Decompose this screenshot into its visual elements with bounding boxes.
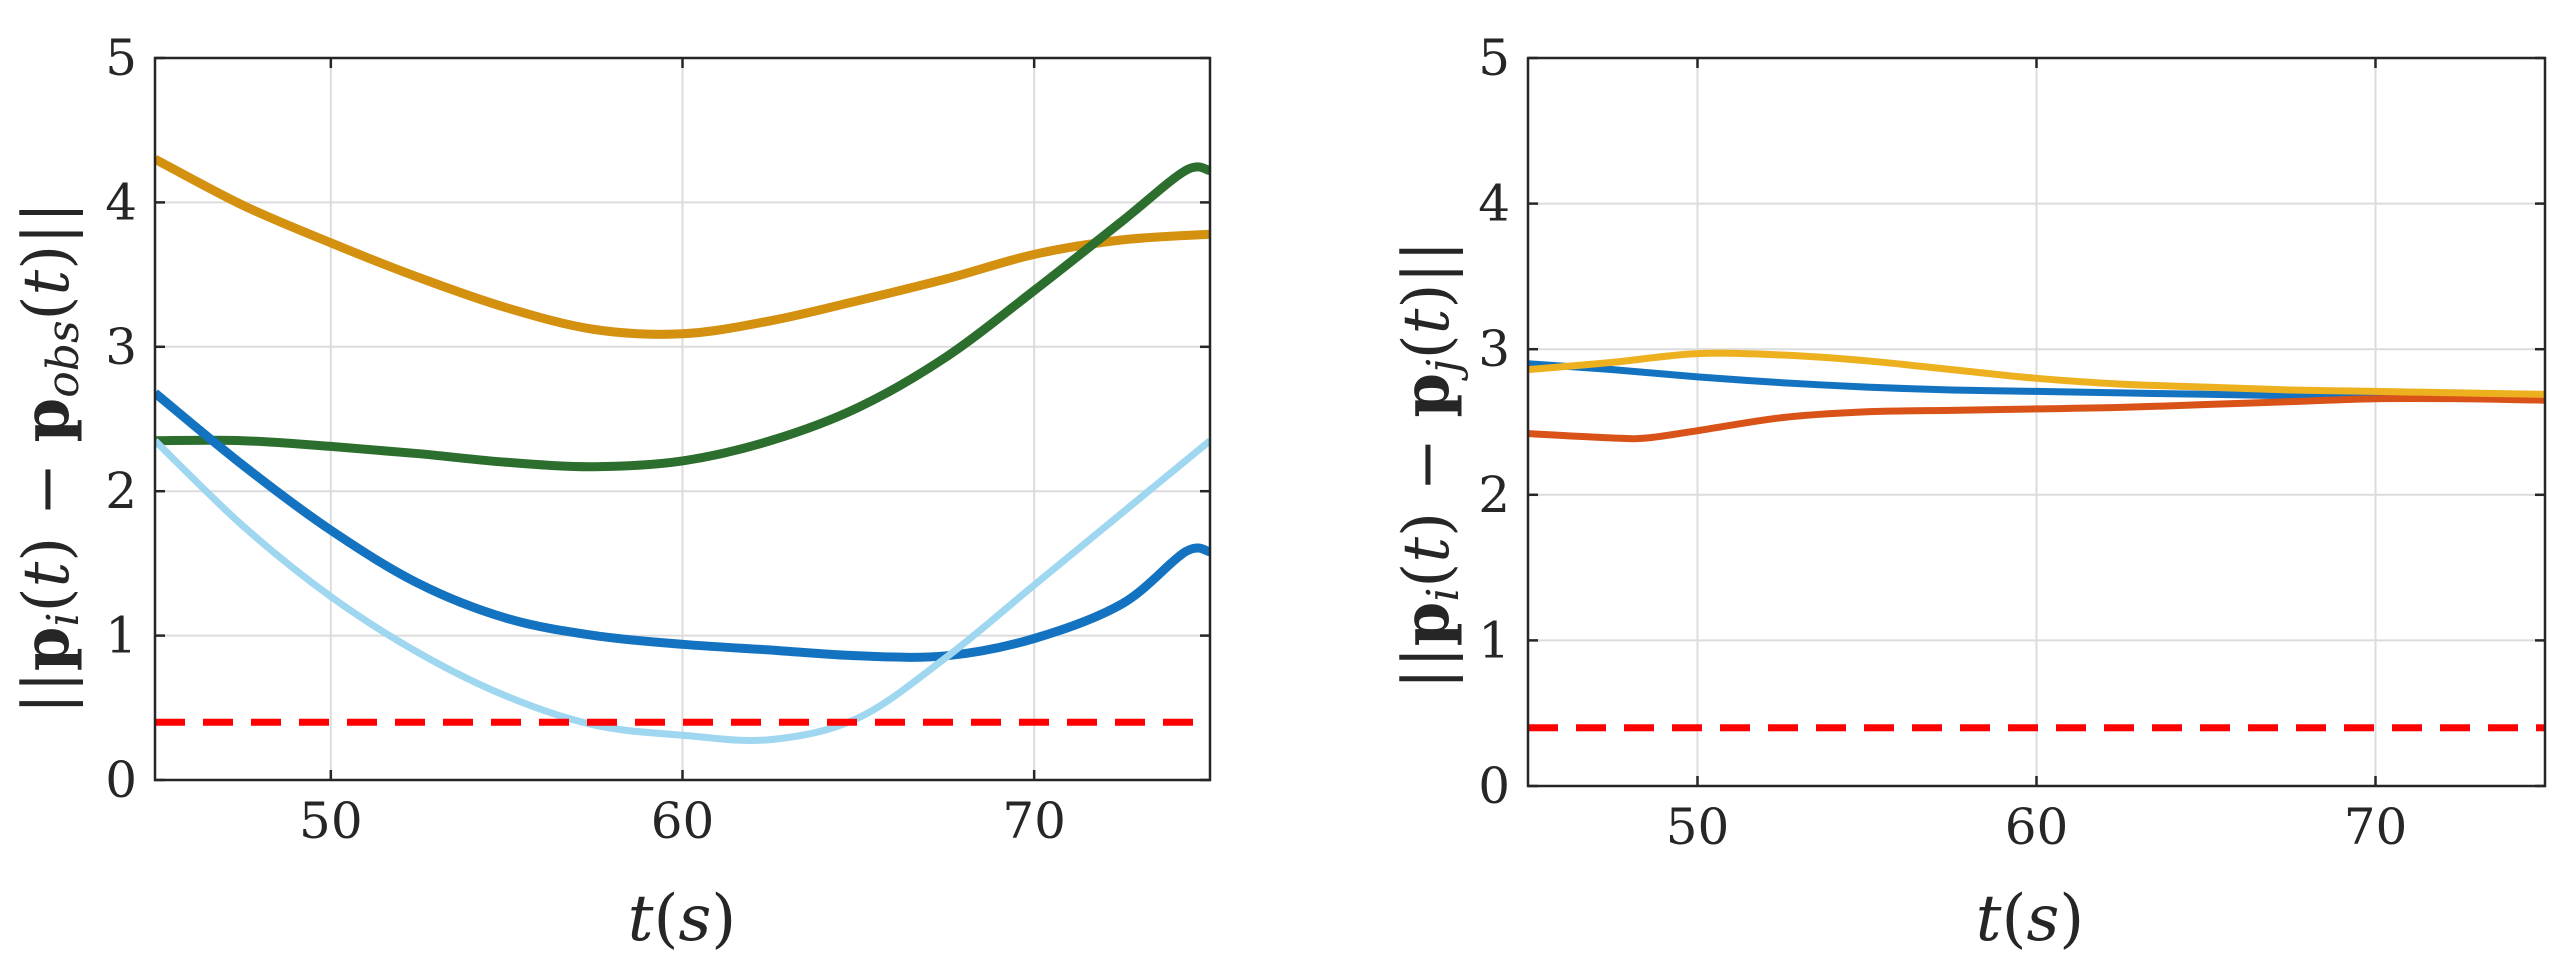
x-tick-label: 50 [299,792,363,850]
y-tick-label: 3 [1478,320,1510,378]
y-tick-label: 0 [1478,757,1510,815]
y-tick-label: 5 [105,29,137,87]
right-x-axis-label: t(s) [1976,882,2085,956]
left-series-agent-darkgreen [155,162,1210,472]
x-tick-label: 70 [2344,798,2408,856]
left-plot: 50 60 70 0 1 2 3 4 5 t(s) ||pi(t) − pobs(t)|| [9,29,1212,956]
right-grid [1528,58,2545,786]
right-series [1528,349,2545,732]
left-x-tick-labels: 50 60 70 [299,792,1066,850]
left-series [155,155,1210,744]
right-plot: 50 60 70 0 1 2 3 4 5 t(s) ||pi(t) − pj(t)|| [1389,29,2547,956]
y-tick-label: 1 [1478,611,1510,669]
left-series-agent-orange [155,155,1210,339]
right-x-tick-labels: 50 60 70 [1666,798,2408,856]
y-tick-label: 4 [1478,175,1510,233]
x-tick-label: 60 [2005,798,2069,856]
right-y-axis-label: ||pi(t) − pj(t)|| [1389,240,1469,689]
y-tick-label: 2 [1478,466,1510,524]
left-x-axis-label: t(s) [628,882,737,956]
x-tick-label: 70 [1002,792,1066,850]
y-tick-label: 5 [1478,29,1510,87]
right-series-pair-yellow [1528,349,2545,398]
left-grid [155,58,1210,780]
y-tick-label: 0 [105,751,137,809]
right-series-pair-red [1528,394,2545,443]
y-tick-label: 1 [105,607,137,665]
y-tick-label: 4 [105,173,137,231]
x-tick-label: 60 [651,792,715,850]
left-series-agent-lightblue [155,437,1210,744]
right-ticks [1528,56,2545,788]
left-y-axis-label: ||pi(t) − pobs(t)|| [9,202,89,715]
right-y-tick-labels: 0 1 2 3 4 5 [1478,29,1510,815]
y-tick-label: 3 [105,318,137,376]
left-y-tick-labels: 0 1 2 3 4 5 [105,29,137,809]
x-tick-label: 50 [1666,798,1730,856]
left-series-agent-blue [155,389,1210,662]
y-tick-label: 2 [105,462,137,520]
left-ticks [155,56,1210,782]
